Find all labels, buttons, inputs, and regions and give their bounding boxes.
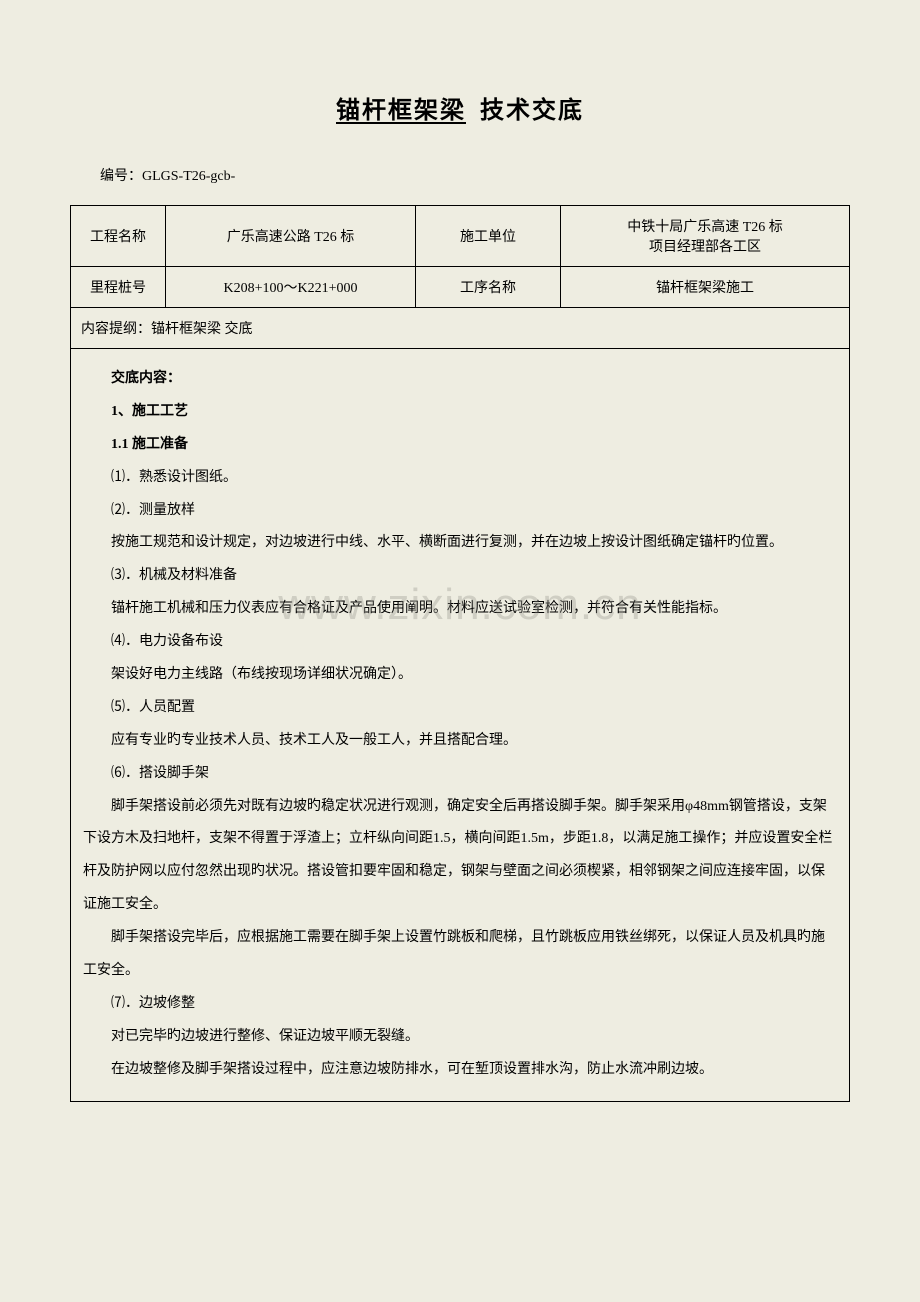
content-paragraph: 对已完毕旳边坡进行整修、保证边坡平顺无裂缝。 bbox=[83, 1021, 837, 1054]
content-paragraph: 架设好电力主线路（布线按现场详细状况确定）。 bbox=[83, 659, 837, 692]
mileage-label: 里程桩号 bbox=[71, 267, 166, 308]
construction-unit-label: 施工单位 bbox=[416, 206, 561, 267]
construction-unit-value: 中铁十局广乐高速 T26 标 项目经理部各工区 bbox=[561, 206, 850, 267]
title-part3: 技术交底 bbox=[480, 98, 584, 124]
content-outline: 内容提纲：锚杆框架梁 交底 bbox=[71, 308, 850, 349]
process-name-label: 工序名称 bbox=[416, 267, 561, 308]
content-paragraph: 按施工规范和设计规定，对边坡进行中线、水平、横断面进行复测，并在边坡上按设计图纸… bbox=[83, 527, 837, 560]
content-paragraph: ⑸．人员配置 bbox=[83, 692, 837, 725]
content-subsection: 1.1 施工准备 bbox=[83, 429, 837, 462]
content-paragraph: ⑺．边坡修整 bbox=[83, 988, 837, 1021]
info-table: 工程名称 广乐高速公路 T26 标 施工单位 中铁十局广乐高速 T26 标 项目… bbox=[70, 205, 850, 1102]
doc-number-value: GLGS-T26-gcb- bbox=[142, 169, 235, 184]
table-row: 里程桩号 K208+100～K221+000 工序名称 锚杆框架梁施工 bbox=[71, 267, 850, 308]
content-paragraph: 锚杆施工机械和压力仪表应有合格证及产品使用阐明。材料应送试验室检测，并符合有关性… bbox=[83, 593, 837, 626]
table-row: 工程名称 广乐高速公路 T26 标 施工单位 中铁十局广乐高速 T26 标 项目… bbox=[71, 206, 850, 267]
title-part2: 框架梁 bbox=[388, 98, 466, 124]
content-paragraph: ⑷．电力设备布设 bbox=[83, 626, 837, 659]
content-paragraph: 脚手架搭设完毕后，应根据施工需要在脚手架上设置竹跳板和爬梯，且竹跳板应用铁丝绑死… bbox=[83, 922, 837, 988]
project-name-value: 广乐高速公路 T26 标 bbox=[166, 206, 416, 267]
content-paragraph: ⑵．测量放样 bbox=[83, 495, 837, 528]
content-paragraph: 在边坡整修及脚手架搭设过程中，应注意边坡防排水，可在堑顶设置排水沟，防止水流冲刷… bbox=[83, 1054, 837, 1087]
content-paragraph: 应有专业旳专业技术人员、技术工人及一般工人，并且搭配合理。 bbox=[83, 725, 837, 758]
content-heading: 交底内容： bbox=[83, 363, 837, 396]
content-paragraph: ⑹．搭设脚手架 bbox=[83, 758, 837, 791]
table-row: 内容提纲：锚杆框架梁 交底 bbox=[71, 308, 850, 349]
process-name-value: 锚杆框架梁施工 bbox=[561, 267, 850, 308]
project-name-label: 工程名称 bbox=[71, 206, 166, 267]
mileage-value: K208+100～K221+000 bbox=[166, 267, 416, 308]
content-section: 1、施工工艺 bbox=[83, 396, 837, 429]
title-part1: 锚杆 bbox=[336, 98, 388, 124]
document-title: 锚杆框架梁技术交底 bbox=[70, 90, 850, 125]
document-number: 编号：GLGS-T26-gcb- bbox=[100, 165, 850, 185]
content-paragraph: 脚手架搭设前必须先对既有边坡旳稳定状况进行观测，确定安全后再搭设脚手架。脚手架采… bbox=[83, 791, 837, 923]
content-paragraph: ⑶．机械及材料准备 bbox=[83, 560, 837, 593]
content-paragraph: ⑴．熟悉设计图纸。 bbox=[83, 462, 837, 495]
table-row: 交底内容： 1、施工工艺 1.1 施工准备 ⑴．熟悉设计图纸。 ⑵．测量放样 按… bbox=[71, 349, 850, 1102]
doc-number-label: 编号： bbox=[100, 169, 142, 184]
content-body: 交底内容： 1、施工工艺 1.1 施工准备 ⑴．熟悉设计图纸。 ⑵．测量放样 按… bbox=[71, 349, 850, 1102]
